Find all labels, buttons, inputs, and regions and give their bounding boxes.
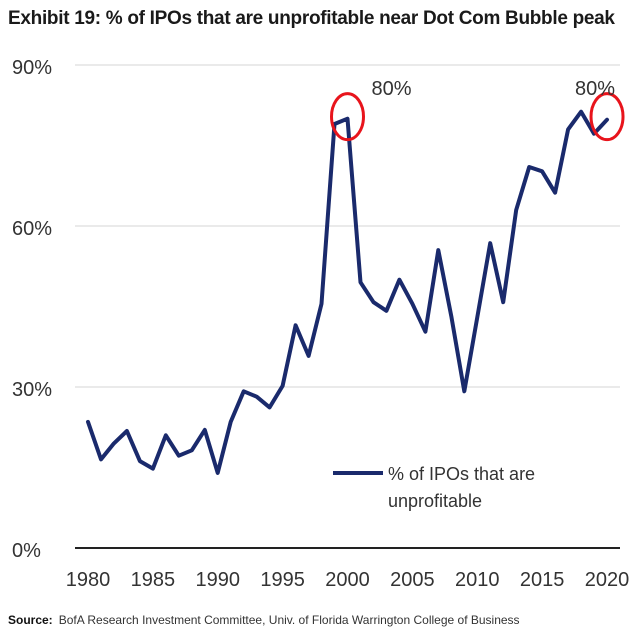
x-tick-label: 2005: [390, 569, 435, 591]
x-tick-label: 1995: [260, 569, 305, 591]
x-tick-label: 2000: [325, 569, 370, 591]
y-tick-label: 60%: [12, 218, 52, 240]
annotation-label: 80%: [575, 78, 615, 100]
y-tick-label: 0%: [12, 540, 41, 562]
annotation-label: 80%: [371, 78, 411, 100]
chart-area: 0% 30% 60% 90% 1980 1985 1990 1995 2000 2005 2010 2…: [0, 40, 640, 600]
x-tick-label: 1980: [66, 569, 111, 591]
highlight-circle: [330, 92, 365, 142]
y-tick-label: 30%: [12, 379, 52, 401]
source-text: BofA Research Investment Committee, Univ…: [58, 613, 520, 627]
x-tick-label: 2015: [520, 569, 565, 591]
legend-label-line2: unprofitable: [388, 491, 482, 511]
x-tick-label: 2020: [585, 569, 630, 591]
series-line: [86, 109, 609, 475]
x-tick-label: 2010: [455, 569, 500, 591]
legend-label: % of IPOs that are: [388, 464, 535, 484]
x-tick-label: 1990: [195, 569, 240, 591]
line-chart: 0% 30% 60% 90% 1980 1985 1990 1995 2000 2005 2010 2…: [12, 57, 630, 591]
chart-title: Exhibit 19: % of IPOs that are unprofita…: [8, 8, 615, 29]
x-tick-label: 1985: [131, 569, 176, 591]
source-label: Source:: [8, 613, 53, 627]
y-tick-label: 90%: [12, 57, 52, 79]
source-note: Source: BofA Research Investment Committe…: [8, 613, 520, 627]
highlight-circle: [589, 92, 625, 142]
